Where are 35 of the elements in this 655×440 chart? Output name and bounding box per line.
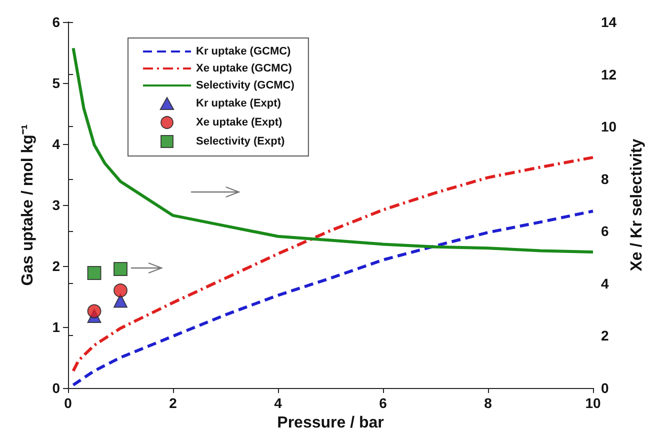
legend-label: Kr uptake (Expt) [196,98,282,110]
y-axis-title: Gas uptake / mol kg⁻¹ [20,124,36,286]
y-tick-label: 2 [52,258,60,274]
y-tick-label: 3 [52,197,60,213]
x-tick-label: 10 [585,395,601,411]
legend-label: Xe uptake (GCMC) [196,62,292,74]
line-series [72,156,594,372]
line-series [72,210,594,386]
point [114,283,128,298]
x-axis-title: Pressure / bar [277,414,384,432]
legend-label: Xe uptake (Expt) [196,116,283,128]
legend-label: Selectivity (Expt) [196,136,285,148]
y2-tick-label: 2 [601,328,609,344]
y-tick-label: 5 [52,75,60,91]
y-tick-label: 4 [52,136,60,152]
x-tick-label: 0 [64,395,72,411]
line-series [72,46,594,254]
y2-tick-label: 12 [601,66,617,82]
legend-label: Selectivity (GCMC) [196,80,295,92]
x-tick-label: 2 [169,395,178,411]
y-tick-label: 6 [52,14,60,30]
y-tick-label: 0 [52,380,60,396]
y2-tick-label: 14 [601,14,617,30]
y2-tick-label: 0 [601,380,609,396]
x-tick-label: 4 [274,395,282,411]
legend-label: Kr uptake (GCMC) [196,46,292,58]
y2-tick-label: 4 [601,275,609,292]
y2-axis-title: Xe / Kr selectivity [628,138,646,272]
x-tick-label: 6 [379,395,388,411]
y2-tick-label: 8 [601,170,609,187]
point [87,304,102,318]
y2-tick-label: 10 [601,118,617,135]
y2-tick-label: 6 [601,223,609,240]
x-tick-label: 8 [484,395,492,411]
y-tick-label: 1 [52,319,60,335]
